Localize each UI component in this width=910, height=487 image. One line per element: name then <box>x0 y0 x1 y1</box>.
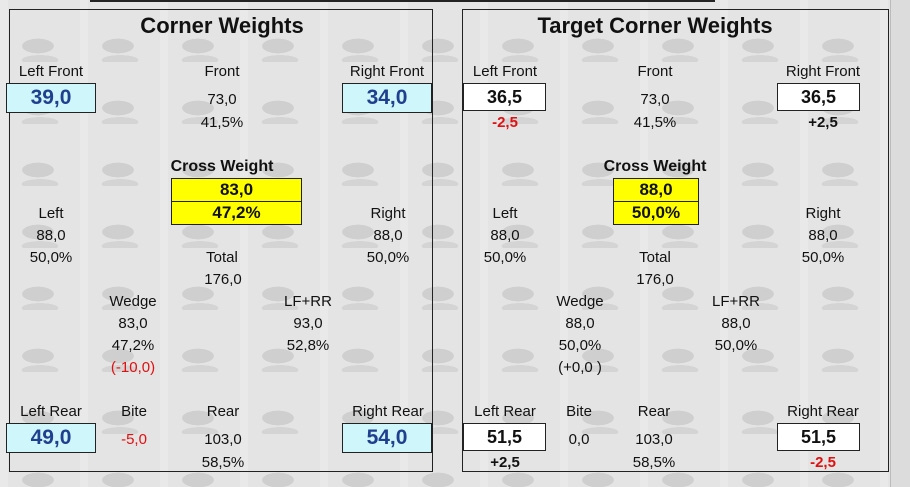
left-rear-delta: +2,5 <box>490 454 520 471</box>
rear-label: Rear <box>637 403 671 420</box>
wedge-delta: (+0,0 ) <box>558 359 602 376</box>
corner-weights-panel: Corner Weights Left Front 39,0 Front 73,… <box>6 9 433 472</box>
right-front-label: Right Front <box>349 63 425 80</box>
lfrr-pct: 52,8% <box>286 337 330 354</box>
right-value: 88,0 <box>808 227 838 244</box>
lfrr-pct: 50,0% <box>714 337 758 354</box>
cross-weight-pct[interactable]: 50,0% <box>613 201 699 225</box>
wedge-value: 88,0 <box>565 315 595 332</box>
total-value: 176,0 <box>636 271 674 288</box>
top-rule <box>90 0 715 2</box>
left-pct: 50,0% <box>29 249 73 266</box>
bite-label: Bite <box>121 403 147 420</box>
panel-title: Corner Weights <box>140 13 304 38</box>
rear-value: 103,0 <box>204 431 242 448</box>
right-rear-target[interactable]: 51,5 <box>777 423 860 451</box>
cross-weight-label: Cross Weight <box>603 158 707 175</box>
front-value: 73,0 <box>640 91 670 108</box>
total-value: 176,0 <box>204 271 242 288</box>
rear-value: 103,0 <box>635 431 673 448</box>
front-pct: 41,5% <box>633 114 677 131</box>
target-corner-weights-panel: Target Corner Weights Left Front 36,5 -2… <box>462 9 889 472</box>
right-front-delta: +2,5 <box>808 114 838 131</box>
left-value: 88,0 <box>36 227 66 244</box>
right-rear-delta: -2,5 <box>810 454 836 471</box>
cross-weight-label: Cross Weight <box>170 158 274 175</box>
lfrr-label: LF+RR <box>284 293 332 310</box>
front-label: Front <box>637 63 673 80</box>
left-label: Left <box>38 205 64 222</box>
bite-label: Bite <box>566 403 592 420</box>
front-value: 73,0 <box>207 91 237 108</box>
front-label: Front <box>204 63 240 80</box>
wedge-pct: 47,2% <box>111 337 155 354</box>
lfrr-value: 88,0 <box>721 315 751 332</box>
wedge-label: Wedge <box>556 293 604 310</box>
left-rear-target[interactable]: 51,5 <box>463 423 546 451</box>
left-front-target[interactable]: 36,5 <box>463 83 546 111</box>
right-front-target[interactable]: 36,5 <box>777 83 860 111</box>
wedge-delta: (-10,0) <box>110 359 156 376</box>
left-front-label: Left Front <box>18 63 84 80</box>
cross-weight-pct[interactable]: 47,2% <box>171 201 302 225</box>
right-pct: 50,0% <box>801 249 845 266</box>
left-label: Left <box>492 205 518 222</box>
right-label: Right <box>805 205 841 222</box>
front-pct: 41,5% <box>200 114 244 131</box>
left-front-delta: -2,5 <box>492 114 518 131</box>
right-front-value[interactable]: 34,0 <box>342 83 432 113</box>
wedge-value: 83,0 <box>118 315 148 332</box>
lfrr-value: 93,0 <box>293 315 323 332</box>
wedge-label: Wedge <box>109 293 157 310</box>
bite-value: -5,0 <box>121 431 147 448</box>
right-pct: 50,0% <box>366 249 410 266</box>
sheet-edge <box>890 0 910 487</box>
left-pct: 50,0% <box>483 249 527 266</box>
left-front-label: Left Front <box>472 63 538 80</box>
rear-pct: 58,5% <box>632 454 676 471</box>
total-label: Total <box>639 249 671 266</box>
right-rear-label: Right Rear <box>352 403 424 420</box>
left-front-value[interactable]: 39,0 <box>6 83 96 113</box>
cross-weight-value[interactable]: 88,0 <box>613 178 699 202</box>
left-rear-value[interactable]: 49,0 <box>6 423 96 453</box>
wedge-pct: 50,0% <box>558 337 602 354</box>
right-rear-label: Right Rear <box>787 403 859 420</box>
left-value: 88,0 <box>490 227 520 244</box>
lfrr-label: LF+RR <box>712 293 760 310</box>
right-front-label: Right Front <box>785 63 861 80</box>
right-label: Right <box>370 205 406 222</box>
right-value: 88,0 <box>373 227 403 244</box>
cross-weight-value[interactable]: 83,0 <box>171 178 302 202</box>
bite-value: 0,0 <box>568 431 590 448</box>
right-rear-value[interactable]: 54,0 <box>342 423 432 453</box>
rear-pct: 58,5% <box>201 454 245 471</box>
left-rear-label: Left Rear <box>20 403 82 420</box>
rear-label: Rear <box>206 403 240 420</box>
left-rear-label: Left Rear <box>474 403 536 420</box>
panel-title: Target Corner Weights <box>537 13 773 38</box>
total-label: Total <box>206 249 238 266</box>
